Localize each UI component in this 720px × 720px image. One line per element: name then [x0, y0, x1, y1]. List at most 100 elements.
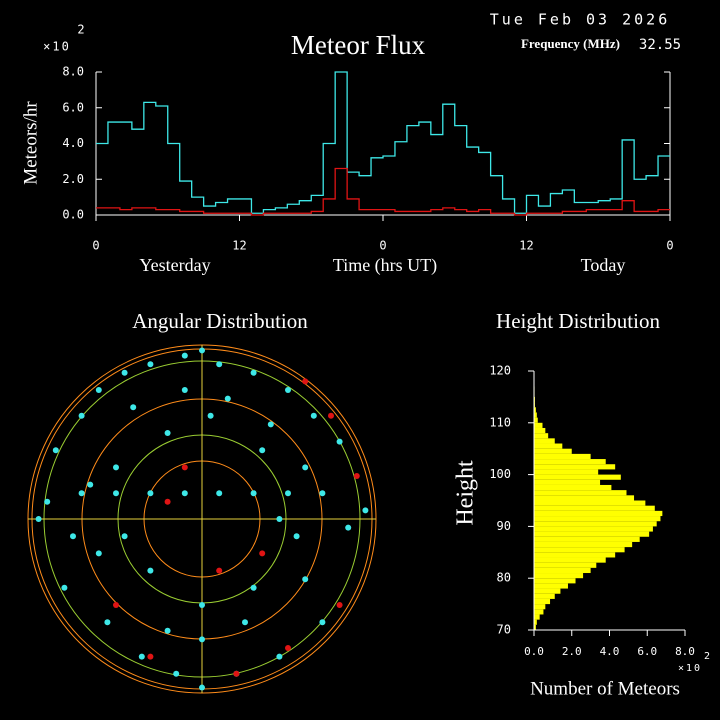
meteor-point [147, 490, 154, 497]
histogram-bar [534, 484, 612, 491]
meteor-point [147, 567, 154, 574]
y-tick-label: 4.0 [62, 136, 84, 150]
y-tick-label: 2.0 [62, 172, 84, 186]
meteor-point [328, 412, 334, 419]
meteor-point [35, 516, 42, 522]
meteor-point [285, 645, 291, 651]
meteor-point [199, 636, 205, 643]
y-axis-label: Meteors/hr [20, 101, 41, 185]
meteor-point [285, 490, 291, 497]
histogram-bar [534, 552, 616, 558]
x-tick-label: 12 [519, 239, 533, 253]
meteor-point [113, 490, 119, 497]
histogram-bar [534, 433, 549, 439]
y-tick-label: 0.0 [62, 208, 84, 222]
chart-title: Angular Distribution [132, 309, 308, 333]
meteor-point [138, 653, 145, 660]
x-tick-label: 8.0 [675, 645, 695, 658]
meteor-point [319, 490, 326, 497]
x-axis-label: Time (hrs UT) [333, 255, 437, 276]
x-tick-label: 6.0 [637, 645, 657, 658]
histogram-bar [534, 474, 621, 480]
meteor-point [173, 670, 180, 677]
meteor-point [302, 464, 309, 471]
date: Tue Feb 03 2026 [490, 11, 670, 29]
y-tick-label: 70 [497, 623, 511, 637]
meteor-point [181, 352, 188, 359]
histogram-bar [534, 422, 543, 428]
meteor-point [353, 473, 360, 479]
meteor-point [95, 387, 102, 393]
histogram-bar [534, 443, 563, 449]
x-axis-label: Number of Meteors [530, 678, 680, 699]
meteor-point [267, 421, 274, 428]
meteor-point [233, 670, 240, 677]
chart-title: Height Distribution [496, 309, 660, 333]
meteor-point [345, 524, 352, 531]
meteor-point [362, 507, 369, 514]
histogram-bar [534, 407, 536, 413]
meteor-point [250, 584, 257, 591]
y-axis-label: Height [453, 460, 479, 526]
meteor-point [276, 653, 283, 660]
x-tick-label: 12 [232, 239, 246, 253]
meteor-point [121, 369, 128, 376]
meteor-point [224, 395, 231, 402]
histogram-bar [534, 438, 555, 444]
meteor-point [199, 684, 205, 691]
histogram-bar [534, 609, 544, 615]
x-tick-label: 4.0 [600, 645, 620, 658]
y-scale-exponent: 2 [77, 23, 84, 37]
histogram-bar [534, 593, 555, 599]
meteor-point [78, 412, 85, 419]
histogram-bar [534, 500, 646, 506]
meteor-point [95, 550, 102, 557]
histogram-bar [534, 573, 584, 579]
x-sublabel: Yesterday [139, 255, 210, 275]
meteor-point [216, 490, 223, 497]
histogram-bar [534, 619, 537, 625]
frequency-label: Frequency (MHz) [521, 36, 620, 51]
histogram-bar [534, 526, 653, 532]
y-scale-base: ×10 [43, 40, 71, 54]
histogram-bar [534, 453, 591, 460]
histogram-bar [534, 412, 537, 418]
histogram-bar [534, 469, 599, 475]
meteor-point [285, 387, 291, 393]
x-scale-exponent: 2 [704, 651, 710, 662]
meteor-point [78, 490, 85, 497]
meteor-point [44, 498, 51, 505]
histogram-bar [534, 536, 640, 542]
meteor-point [293, 533, 300, 540]
x-tick-label: 0 [92, 239, 99, 253]
y-tick-label: 120 [489, 364, 511, 378]
x-scale-base: ×10 [678, 663, 702, 674]
histogram-bar [534, 588, 561, 594]
meteor-point [104, 619, 111, 626]
meteor-point [61, 584, 68, 591]
y-tick-label: 100 [489, 467, 511, 481]
x-tick-label: 0 [379, 239, 386, 253]
y-tick-label: 8.0 [62, 65, 84, 79]
x-tick-label: 0.0 [524, 645, 544, 658]
meteor-point [310, 412, 317, 419]
meteor-point [302, 576, 309, 583]
meteor-point [216, 361, 223, 368]
meteor-point [113, 464, 119, 471]
meteor-point [319, 619, 326, 626]
histogram-bar [534, 516, 661, 522]
histogram-bar [534, 521, 657, 527]
meteor-point [199, 347, 205, 354]
meteor-point [259, 550, 266, 557]
meteor-point [276, 516, 283, 522]
y-tick-label: 110 [489, 415, 511, 429]
histogram-bar [534, 505, 655, 511]
histogram-bar [534, 598, 551, 605]
meteor-point [207, 412, 214, 419]
meteor-point [147, 653, 154, 660]
meteor-point [181, 464, 188, 471]
histogram-bar [534, 479, 601, 485]
meteor-point [250, 369, 257, 376]
histogram-bar [534, 557, 606, 563]
meteor-point [70, 533, 76, 540]
